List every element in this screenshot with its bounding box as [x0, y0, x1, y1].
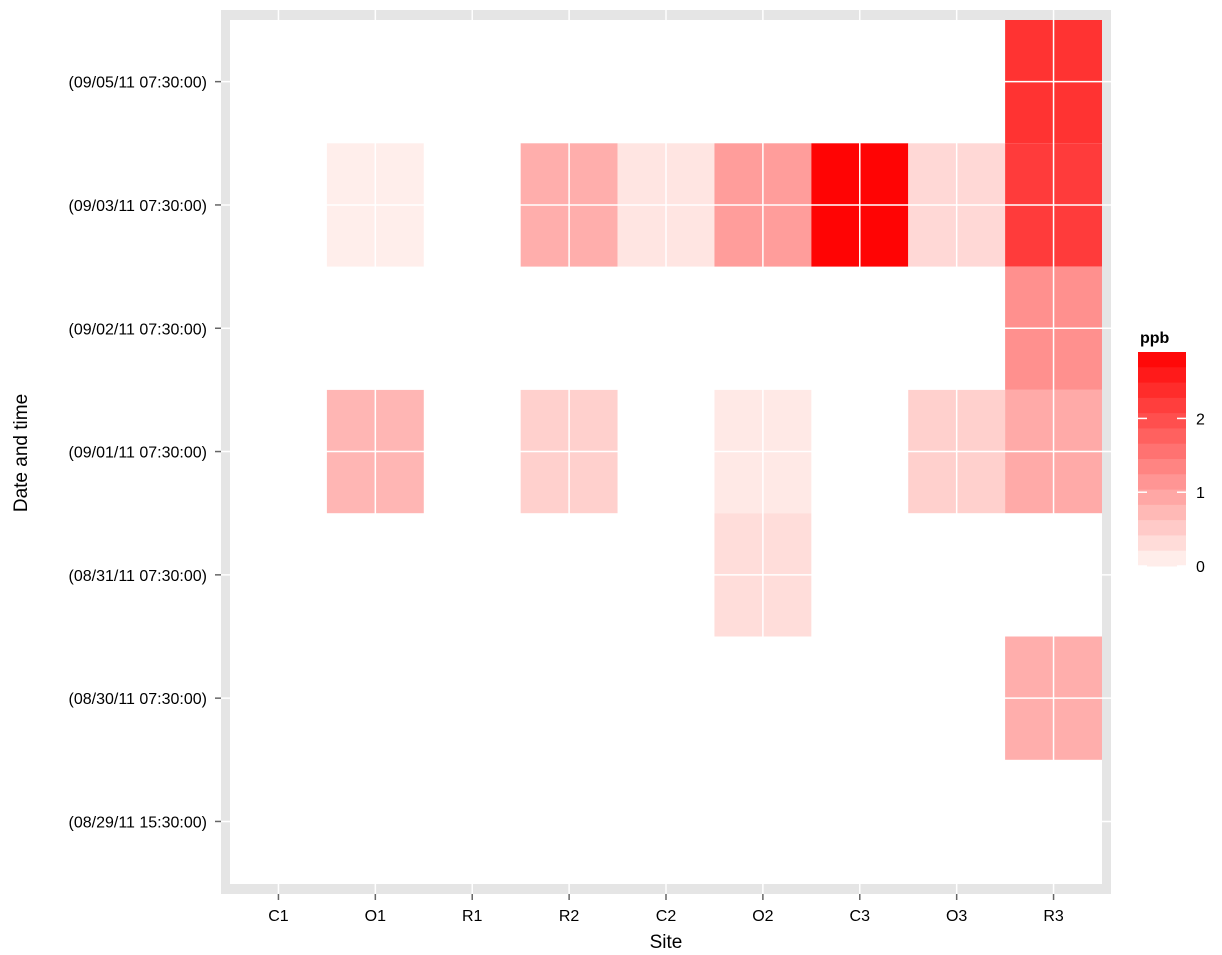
- y-tick-label: (08/31/11 07:30:00): [69, 568, 207, 585]
- legend-color-step: [1138, 413, 1186, 429]
- legend-color-step: [1138, 352, 1186, 368]
- x-tick-label: O3: [946, 908, 967, 925]
- y-axis-title: Date and time: [11, 394, 32, 512]
- legend-color-step: [1138, 443, 1186, 460]
- legend-tick-label: 0: [1196, 559, 1205, 576]
- legend-color-step: [1138, 520, 1186, 536]
- legend-title: ppb: [1140, 330, 1170, 347]
- x-axis: C1 O1 R1 R2 C2 O2 C3 O3 R3: [268, 894, 1064, 925]
- x-tick-label: C3: [850, 908, 871, 925]
- y-tick-label: (09/01/11 07:30:00): [69, 445, 207, 462]
- y-tick-label: (09/03/11 07:30:00): [69, 198, 207, 215]
- y-tick-label: (08/29/11 15:30:00): [69, 814, 207, 831]
- legend-tick-label: 2: [1196, 411, 1205, 428]
- legend-color-step: [1138, 474, 1186, 491]
- x-tick-label: C2: [656, 908, 677, 925]
- legend-color-step: [1138, 382, 1186, 399]
- x-tick-label: O1: [365, 908, 386, 925]
- x-tick-label: O2: [752, 908, 773, 925]
- y-axis: (08/29/11 15:30:00) (08/30/11 07:30:00) (0…: [69, 75, 221, 831]
- legend-color-step: [1138, 428, 1186, 445]
- y-tick-label: (09/02/11 07:30:00): [69, 321, 207, 338]
- legend-color-step: [1138, 489, 1186, 506]
- y-tick-label: (08/30/11 07:30:00): [69, 691, 207, 708]
- x-axis-title: Site: [650, 932, 683, 953]
- x-tick-label: C1: [268, 908, 289, 925]
- legend-color-step: [1138, 550, 1186, 567]
- legend-color-step: [1138, 459, 1186, 475]
- legend-color-step: [1138, 397, 1186, 414]
- x-tick-label: R3: [1043, 908, 1064, 925]
- legend-color-step: [1138, 367, 1186, 384]
- legend-color-step: [1138, 504, 1186, 521]
- legend-tick-label: 1: [1196, 485, 1205, 502]
- color-legend: ppb 0 1 2: [1138, 330, 1205, 576]
- legend-color-step: [1138, 535, 1186, 552]
- grid-lines: [221, 10, 1111, 894]
- x-tick-label: R2: [559, 908, 580, 925]
- x-tick-label: R1: [462, 908, 483, 925]
- y-tick-label: (09/05/11 07:30:00): [69, 75, 207, 92]
